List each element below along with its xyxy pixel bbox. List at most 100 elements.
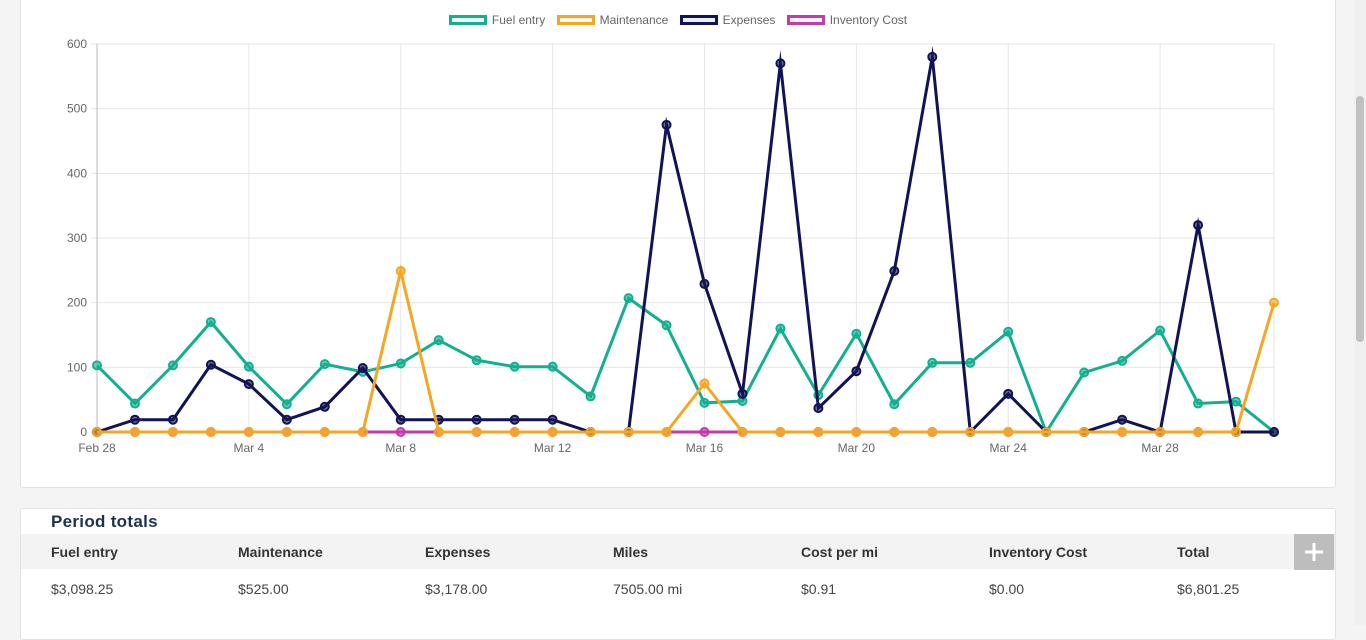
data-point-expenses [471, 414, 482, 425]
data-point-expenses [205, 359, 216, 370]
data-point-fuel-entry [92, 360, 102, 371]
legend-label: Maintenance [599, 13, 669, 27]
x-tick-label: Mar 12 [534, 441, 572, 455]
data-point-expenses [129, 414, 140, 425]
data-point-expenses [357, 362, 368, 373]
data-point-maintenance [1269, 297, 1279, 308]
period-totals-title: Period totals [51, 512, 158, 531]
data-point-fuel-entry [1117, 355, 1128, 366]
data-point-expenses [1003, 388, 1014, 399]
legend-swatch-fuel-entry [448, 15, 487, 25]
data-point-maintenance [851, 427, 862, 437]
legend-swatch-expenses [679, 15, 718, 25]
legend-item-inventory-cost[interactable]: Inventory Cost [786, 13, 908, 27]
chart-card: Fuel entry Maintenance Expenses Inventor… [20, 0, 1336, 488]
data-point-fuel-entry [281, 399, 292, 410]
data-point-fuel-entry [471, 355, 482, 366]
data-point-maintenance [167, 427, 178, 437]
x-tick-label: Mar 16 [686, 441, 724, 455]
data-point-maintenance [319, 427, 330, 437]
y-tick-label: 400 [67, 166, 87, 180]
data-point-fuel-entry [129, 398, 140, 409]
legend-item-expenses[interactable]: Expenses [679, 13, 775, 27]
data-point-maintenance [395, 265, 406, 276]
data-point-maintenance [927, 427, 938, 437]
data-point-maintenance [1155, 427, 1166, 437]
data-point-maintenance [965, 427, 976, 437]
data-point-fuel-entry [205, 317, 216, 328]
data-point-fuel-entry [623, 293, 634, 304]
value-maintenance: $525.00 [238, 581, 289, 597]
data-point-expenses [547, 414, 558, 425]
value-total: $6,801.25 [1177, 581, 1240, 597]
data-point-expenses [775, 58, 786, 69]
value-inventory-cost: $0.00 [989, 581, 1025, 597]
data-point-expenses [737, 388, 748, 399]
data-point-maintenance [357, 427, 368, 437]
data-point-expenses [927, 51, 938, 62]
data-point-fuel-entry [585, 391, 596, 402]
data-point-expenses [699, 278, 710, 289]
plus-icon [1305, 543, 1323, 561]
value-expenses: $3,178.00 [425, 581, 488, 597]
data-point-fuel-entry [889, 399, 900, 410]
data-point-maintenance [661, 427, 672, 437]
data-point-maintenance [813, 427, 824, 437]
x-tick-label: Feb 28 [78, 441, 116, 455]
legend-item-maintenance[interactable]: Maintenance [556, 13, 669, 27]
value-miles: 7505.00 mi [613, 581, 683, 597]
data-point-fuel-entry [775, 323, 786, 334]
data-point-inventory-cost [395, 427, 406, 437]
y-tick-label: 600 [67, 37, 87, 51]
x-tick-label: Mar 20 [838, 441, 876, 455]
add-button[interactable] [1294, 534, 1334, 570]
legend-swatch-maintenance [556, 15, 595, 25]
y-tick-label: 500 [67, 102, 87, 116]
data-point-fuel-entry [661, 320, 672, 331]
data-point-fuel-entry [1193, 398, 1204, 409]
data-point-expenses [1117, 414, 1128, 425]
value-fuel-entry: $3,098.25 [51, 581, 114, 597]
y-tick-label: 0 [80, 425, 87, 439]
header-total: Total [1177, 544, 1210, 560]
legend-item-fuel-entry[interactable]: Fuel entry [448, 13, 545, 27]
data-point-fuel-entry [1003, 326, 1014, 337]
data-point-fuel-entry [1155, 325, 1166, 336]
legend-label: Inventory Cost [829, 13, 908, 27]
scrollbar-thumb[interactable] [1356, 96, 1364, 342]
totals-value-row: $3,098.25 $525.00 $3,178.00 7505.00 mi $… [21, 569, 1335, 609]
totals-header-row: Fuel entry Maintenance Expenses Miles Co… [21, 534, 1335, 569]
data-point-maintenance [243, 427, 254, 437]
x-tick-label: Mar 4 [234, 441, 265, 455]
data-point-fuel-entry [927, 357, 938, 368]
data-point-fuel-entry [1079, 367, 1090, 378]
data-point-fuel-entry [319, 359, 330, 370]
data-point-maintenance [1041, 427, 1052, 437]
data-point-expenses [281, 414, 292, 425]
page-scrollbar[interactable] [1354, 0, 1366, 625]
data-point-fuel-entry [1231, 396, 1242, 407]
data-point-expenses [661, 119, 672, 130]
data-point-fuel-entry [433, 335, 444, 346]
data-point-maintenance [471, 427, 482, 437]
data-point-maintenance [509, 427, 520, 437]
data-point-maintenance [889, 427, 900, 437]
data-point-fuel-entry [395, 358, 406, 369]
data-point-maintenance [205, 427, 216, 437]
data-point-maintenance [1003, 427, 1014, 437]
data-point-fuel-entry [167, 360, 178, 371]
period-totals-card: Period totals Fuel entry Maintenance Exp… [20, 508, 1336, 640]
data-point-fuel-entry [509, 361, 520, 372]
header-expenses: Expenses [425, 544, 491, 560]
data-point-maintenance [775, 427, 786, 437]
data-point-maintenance [737, 427, 748, 437]
header-inventory-cost: Inventory Cost [989, 544, 1088, 560]
data-point-expenses [851, 366, 862, 377]
data-point-fuel-entry [851, 328, 862, 339]
header-maintenance: Maintenance [238, 544, 323, 560]
y-tick-label: 200 [67, 296, 87, 310]
legend-swatch-inventory-cost [786, 15, 825, 25]
data-point-maintenance [623, 427, 634, 437]
data-point-fuel-entry [547, 361, 558, 372]
x-tick-label: Mar 24 [990, 441, 1028, 455]
